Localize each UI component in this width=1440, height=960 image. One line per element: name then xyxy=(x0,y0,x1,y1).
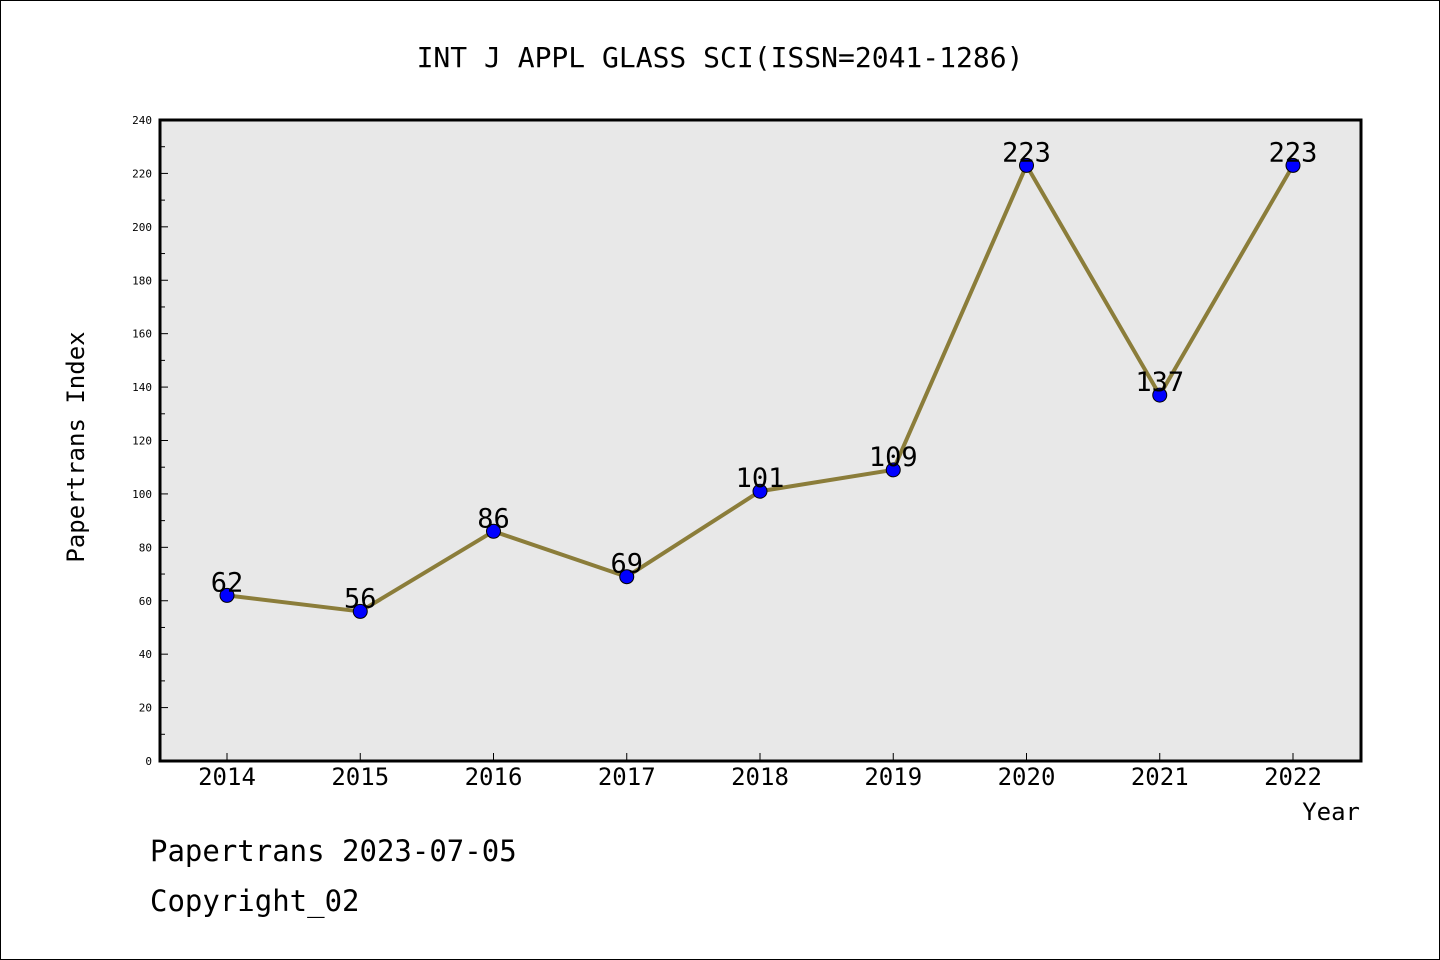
y-tick-label: 200 xyxy=(132,221,152,234)
y-tick-label: 120 xyxy=(132,435,152,448)
data-label: 86 xyxy=(477,503,510,534)
x-axis: 2014 2015 2016 2017 2018 2019 2020 2021 2022 xyxy=(198,753,1322,791)
footer-date: Papertrans 2023-07-05 xyxy=(150,834,517,868)
y-tick-label: 0 xyxy=(145,755,152,768)
footer-copyright: Copyright_02 xyxy=(150,884,360,918)
plot-area xyxy=(158,118,1363,763)
y-tick-label: 20 xyxy=(139,702,152,715)
y-axis-label: Papertrans Index xyxy=(62,331,90,562)
y-axis: 0 20 40 60 80 100 120 140 160 180 200 220 240 xyxy=(132,114,168,768)
data-labels: 62 56 86 69 101 109 223 137 223 xyxy=(211,137,1318,614)
y-tick-label: 220 xyxy=(132,167,152,180)
data-label: 109 xyxy=(869,442,918,473)
data-point xyxy=(619,569,635,585)
y-tick-label: 140 xyxy=(132,381,152,394)
x-tick-label: 2022 xyxy=(1264,763,1322,791)
x-tick-label: 2020 xyxy=(998,763,1056,791)
data-point xyxy=(1285,157,1301,173)
data-label: 223 xyxy=(1002,137,1051,168)
data-point xyxy=(219,587,235,603)
x-axis-label: Year xyxy=(1302,798,1360,826)
y-tick-label: 60 xyxy=(139,595,152,608)
x-tick-label: 2015 xyxy=(331,763,389,791)
data-label: 223 xyxy=(1269,137,1318,168)
chart-title: INT J APPL GLASS SCI(ISSN=2041-1286) xyxy=(417,41,1024,74)
y-tick-label: 180 xyxy=(132,274,152,287)
x-tick-label: 2019 xyxy=(864,763,922,791)
data-point xyxy=(1152,387,1168,403)
data-label: 62 xyxy=(211,567,244,598)
data-label: 101 xyxy=(736,463,785,494)
data-point xyxy=(486,523,501,539)
x-tick-label: 2017 xyxy=(598,763,656,791)
y-tick-label: 240 xyxy=(132,114,152,127)
series-group xyxy=(219,157,1301,619)
data-point xyxy=(352,603,368,619)
y-tick-label: 100 xyxy=(132,488,152,501)
data-point xyxy=(885,462,901,478)
x-tick-label: 2014 xyxy=(198,763,256,791)
y-tick-label: 40 xyxy=(139,648,152,661)
data-point xyxy=(1019,157,1034,173)
x-tick-label: 2018 xyxy=(731,763,789,791)
data-point xyxy=(752,483,768,499)
data-label: 137 xyxy=(1135,367,1184,398)
y-tick-label: 80 xyxy=(139,541,152,554)
data-label: 56 xyxy=(344,583,377,614)
x-tick-label: 2016 xyxy=(465,763,523,791)
data-label: 69 xyxy=(610,549,643,580)
x-tick-label: 2021 xyxy=(1131,763,1189,791)
y-tick-label: 160 xyxy=(132,328,152,341)
